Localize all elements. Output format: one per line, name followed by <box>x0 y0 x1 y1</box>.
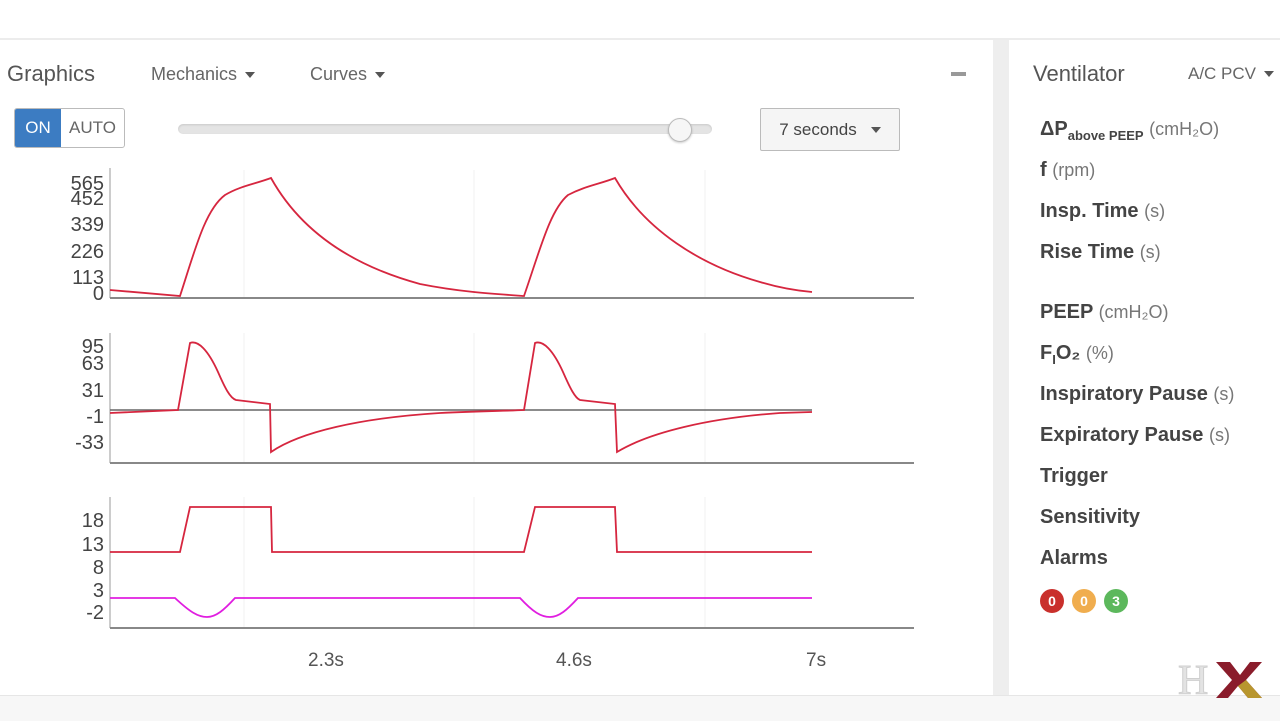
volume-curve <box>109 176 813 297</box>
curves-label: Curves <box>310 64 368 84</box>
y-tick: 63 <box>82 353 104 375</box>
param-unit: (%) <box>1085 343 1114 363</box>
alarm-badge-green[interactable]: 3 <box>1104 589 1128 613</box>
param-unit: (s) <box>1213 384 1235 404</box>
y-tick: 565 <box>71 173 104 195</box>
time-slider-track[interactable] <box>178 124 712 134</box>
param-label: Trigger <box>1040 465 1108 487</box>
mechanics-label: Mechanics <box>151 64 238 84</box>
x-tick: 2.3s <box>308 650 344 671</box>
param-alarms[interactable]: Alarms <box>1040 547 1108 570</box>
time-window-label: 7 seconds <box>779 119 857 139</box>
caret-down-icon <box>1264 71 1275 77</box>
hx-logo: H <box>1178 658 1262 698</box>
param-sensitivity[interactable]: Sensitivity <box>1040 506 1140 529</box>
param-sub: I <box>1052 352 1056 367</box>
toggle-on-button[interactable]: ON <box>15 109 61 147</box>
curves-dropdown[interactable]: Curves <box>310 64 386 85</box>
param-inspiratory-pause[interactable]: Inspiratory Pause (s) <box>1040 383 1234 406</box>
mode-label: A/C PCV <box>1188 64 1257 83</box>
param-label: Expiratory Pause <box>1040 424 1204 446</box>
param-peep[interactable]: PEEP (cmH₂O) <box>1040 301 1169 324</box>
param-label: Alarms <box>1040 547 1108 569</box>
time-slider-handle[interactable] <box>668 118 692 142</box>
param-expiratory-pause[interactable]: Expiratory Pause (s) <box>1040 424 1230 447</box>
param-label: PEEP <box>1040 301 1093 323</box>
y-tick: 18 <box>82 510 104 532</box>
param-label: O₂ <box>1055 342 1081 364</box>
param-unit: (rpm) <box>1052 160 1096 180</box>
y-tick: 8 <box>93 557 104 579</box>
minimize-icon[interactable] <box>951 72 966 76</box>
param-label: F <box>1040 342 1053 364</box>
y-tick: 3 <box>93 580 104 602</box>
chart-3: 18 13 8 3 -2 <box>82 497 914 629</box>
toggle-auto-button[interactable]: AUTO <box>69 118 116 137</box>
x-tick: 4.6s <box>556 650 592 671</box>
param-rise-time[interactable]: Rise Time (s) <box>1040 241 1161 264</box>
param-label: f <box>1040 159 1047 181</box>
alarm-badge-orange[interactable]: 0 <box>1072 589 1096 613</box>
y-tick: 31 <box>82 380 104 402</box>
chart-1: 565 452 339 226 113 0 <box>71 168 914 305</box>
time-window-select[interactable]: 7 seconds <box>760 108 900 151</box>
param-trigger[interactable]: Trigger <box>1040 465 1108 488</box>
y-tick: 13 <box>82 534 104 556</box>
ventilator-title: Ventilator <box>1033 61 1125 86</box>
pressure-curve <box>110 506 812 553</box>
param-label: ΔP <box>1040 118 1068 140</box>
param-insp-time[interactable]: Insp. Time (s) <box>1040 200 1165 223</box>
y-tick: 113 <box>72 267 104 289</box>
alarm-badge-red[interactable]: 0 <box>1040 589 1064 613</box>
bottom-bar <box>0 695 1280 721</box>
chart-2: 95 63 31 -1 -33 <box>75 333 914 464</box>
secondary-curve <box>110 597 812 618</box>
mode-dropdown[interactable]: A/C PCV <box>1188 64 1275 84</box>
waveform-charts: 565 452 339 226 113 0 95 63 31 -1 -33 18… <box>71 168 914 629</box>
caret-down-icon <box>245 71 256 78</box>
mechanics-dropdown[interactable]: Mechanics <box>151 64 256 85</box>
param-unit: (cmH₂O) <box>1149 119 1220 139</box>
param-sub: above PEEP <box>1067 128 1144 143</box>
param-label: Sensitivity <box>1040 506 1141 528</box>
x-tick: 7s <box>806 650 827 671</box>
y-tick: -2 <box>86 602 104 624</box>
param-label: Rise Time <box>1040 241 1135 263</box>
param-unit: (s) <box>1144 201 1166 221</box>
graphics-title: Graphics <box>7 61 96 86</box>
panel-divider <box>993 40 1009 696</box>
param-unit: (cmH₂O) <box>1098 302 1169 322</box>
y-tick: 339 <box>71 214 104 236</box>
flow-curve <box>109 341 813 454</box>
param-fio2[interactable]: FIO₂ (%) <box>1040 342 1114 367</box>
y-tick: 0 <box>93 283 104 305</box>
y-tick: -33 <box>75 432 104 454</box>
svg-text:H: H <box>1178 658 1208 698</box>
param-label: Insp. Time <box>1040 200 1139 222</box>
param-f[interactable]: f (rpm) <box>1040 159 1095 182</box>
on-auto-toggle[interactable]: ON AUTO <box>14 108 125 148</box>
grid-lines <box>243 170 706 627</box>
param-delta-p[interactable]: ΔPabove PEEP (cmH₂O) <box>1040 118 1219 143</box>
y-tick: 226 <box>71 241 104 263</box>
y-tick: -1 <box>86 406 104 428</box>
param-unit: (s) <box>1139 242 1161 262</box>
param-label: Inspiratory Pause <box>1040 383 1208 405</box>
caret-down-icon <box>870 126 881 133</box>
param-unit: (s) <box>1208 425 1230 445</box>
caret-down-icon <box>375 71 386 78</box>
top-bar <box>0 0 1280 40</box>
y-tick: 452 <box>71 188 104 210</box>
y-tick: 95 <box>82 336 104 358</box>
